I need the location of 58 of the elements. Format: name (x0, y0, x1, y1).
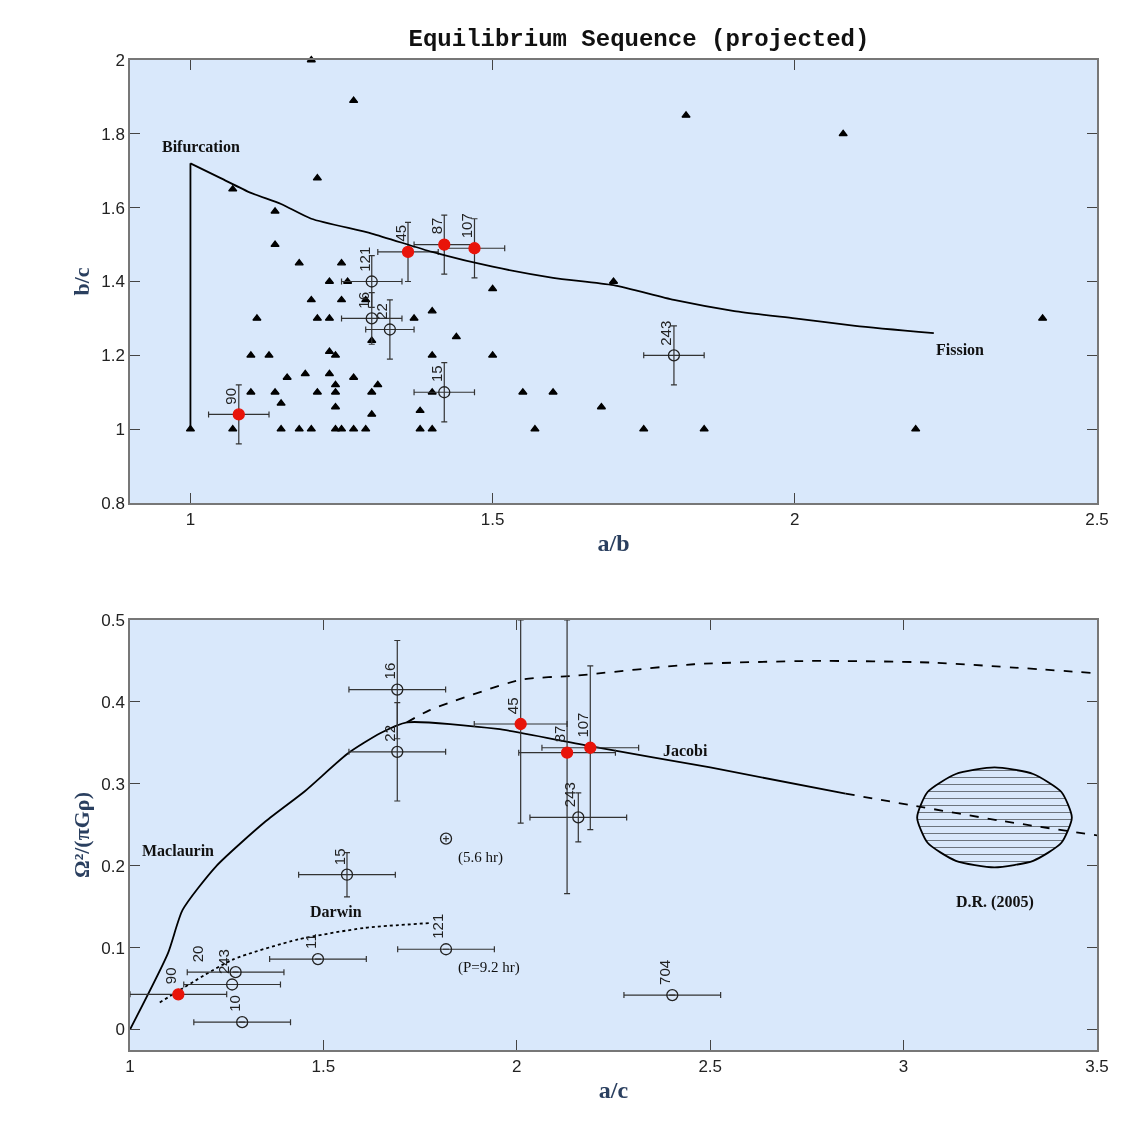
chart-title: Equilibrium Sequence (projected) (408, 25, 870, 53)
x-axis-title: a/c (598, 1076, 629, 1103)
y-axis-title: Ω²/(πGρ) (68, 792, 94, 878)
x-tick-label: 2.5 (1085, 510, 1109, 530)
y-tick-label: 1.2 (101, 346, 125, 366)
y-tick-label: 0.8 (101, 493, 125, 513)
annotation: 121 (429, 913, 447, 939)
annotation: 16 (381, 662, 399, 680)
annotation: 243 (215, 949, 233, 975)
y-tick-label: 1.4 (101, 272, 125, 292)
annotation: 704 (655, 959, 673, 985)
annotation: Maclaurin (142, 842, 215, 859)
annotation: 107 (457, 213, 475, 239)
annotation: Fission (936, 341, 985, 358)
y-tick-label: 0.5 (101, 610, 125, 630)
annotation: D.R. (2005) (956, 893, 1034, 911)
annotation: 90 (161, 967, 179, 985)
annotation: 10 (225, 995, 243, 1012)
annotation: 16 (354, 291, 372, 309)
y-tick-label: 1.6 (101, 198, 125, 218)
annotation: (P=9.2 hr) (458, 959, 520, 976)
y-tick-label: 1 (115, 420, 125, 440)
annotation: 243 (561, 782, 579, 808)
y-tick-label: 0.2 (101, 856, 125, 876)
annotation: 22 (380, 724, 398, 742)
annotation: (5.6 hr) (458, 849, 503, 866)
annotation: 45 (391, 224, 409, 242)
annotation: 22 (372, 303, 390, 320)
annotation: 243 (657, 320, 675, 346)
y-tick-label: 0 (115, 1020, 125, 1040)
annotation: Bifurcation (162, 138, 241, 155)
annotation: 121 (355, 246, 373, 272)
x-tick-label: 1 (185, 510, 196, 530)
annotation: 11 (301, 933, 319, 950)
x-tick-label: 2 (512, 1057, 522, 1077)
x-tick-label: 3.5 (1085, 1057, 1109, 1077)
annotation: 87 (550, 725, 568, 743)
y-tick-label: 1.8 (101, 124, 125, 144)
x-axis-title: a/b (597, 529, 630, 556)
x-tick-label: 1.5 (480, 510, 505, 530)
y-tick-label: 2 (115, 50, 125, 70)
annotation: 15 (427, 365, 445, 383)
y-tick-label: 0.4 (101, 692, 125, 712)
annotation: 90 (221, 388, 239, 405)
x-tick-label: 1.5 (311, 1057, 336, 1077)
annotation: 87 (428, 217, 446, 235)
y-tick-label: 0.1 (101, 938, 125, 958)
x-tick-label: 2.5 (698, 1057, 723, 1077)
annotation: 45 (504, 697, 522, 715)
x-tick-label: 2 (790, 510, 800, 530)
annotation: 107 (574, 712, 592, 738)
y-axis-title: b/c (68, 267, 94, 296)
annotation: Darwin (310, 903, 362, 920)
y-tick-label: 0.3 (101, 774, 125, 794)
annotation: Jacobi (663, 742, 708, 759)
annotation: 20 (188, 945, 206, 963)
x-tick-label: 3 (898, 1057, 909, 1077)
annotation: 15 (330, 848, 348, 866)
